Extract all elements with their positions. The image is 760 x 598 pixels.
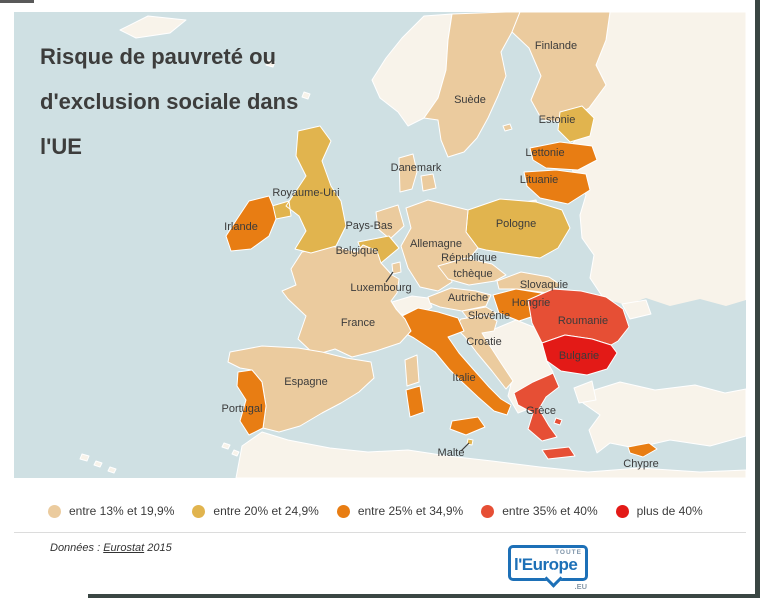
logo-eu-text: .EU: [574, 582, 587, 591]
country-ee: [557, 105, 595, 143]
legend-dot-20-24: [192, 504, 206, 518]
pointer-line: [385, 271, 394, 283]
iceland-shape: [119, 15, 187, 39]
country-gr: [513, 372, 576, 460]
legend-dot-25-34: [336, 504, 350, 518]
country-at: [427, 287, 492, 312]
europe-map: Suède Finlande Estonie Lettonie Lituanie Dane…: [14, 12, 746, 478]
north-africa-shape: [235, 431, 746, 478]
legend-label: entre 13% et 19,9%: [69, 504, 175, 518]
atlantic-islands-shape: [79, 453, 117, 474]
corsica-shape: [404, 354, 420, 387]
country-lv: [529, 141, 598, 171]
legend-item: entre 35% et 40%: [481, 504, 598, 518]
legend-label: plus de 40%: [636, 504, 703, 518]
legend-label: entre 20% et 24,9%: [213, 504, 319, 518]
source-prefix: Données :: [50, 542, 101, 554]
logo-europe-text: l'Europe: [514, 555, 578, 574]
map-title-line3: l'UE: [40, 134, 82, 159]
logo-toute-text: TOUTE: [555, 549, 582, 556]
country-bg: [541, 334, 618, 376]
legend-item: entre 13% et 19,9%: [48, 504, 174, 518]
window-bottom-border: [88, 594, 760, 598]
country-pt: [236, 369, 267, 436]
country-dk: [398, 153, 437, 193]
black-sea: [602, 298, 746, 390]
source-text: Données : Eurostat 2015: [50, 542, 172, 554]
crimea-shape: [621, 299, 652, 320]
divider-line: [14, 532, 746, 533]
legend-dot-40plus: [615, 504, 629, 518]
country-it: [396, 307, 512, 436]
country-lt: [523, 169, 591, 205]
country-lu: [391, 261, 402, 275]
legend-item: plus de 40%: [615, 504, 703, 518]
eurostat-link[interactable]: Eurostat: [103, 542, 145, 554]
legend-dot-35-40: [481, 504, 495, 518]
window-right-border: [755, 0, 760, 598]
faroe-islands-shape: [265, 59, 276, 68]
turkey-thrace-shape: [573, 380, 597, 404]
toute-europe-logo[interactable]: TOUTE l'Europe .EU: [508, 545, 588, 591]
madeira-shape: [221, 442, 240, 457]
legend-item: entre 20% et 24,9%: [192, 504, 319, 518]
legend-dot-13-19: [48, 504, 61, 518]
country-ie: [225, 195, 277, 252]
source-year: 2015: [147, 542, 172, 554]
legend-label: entre 25% et 34,9%: [357, 504, 464, 518]
legend-item: entre 25% et 34,9%: [336, 504, 464, 518]
country-fr: [281, 244, 412, 358]
country-cy: [627, 442, 658, 458]
gotland-shape: [502, 123, 513, 132]
map-title-line1: Risque de pauvreté ou: [40, 44, 276, 69]
legend-label: entre 35% et 40%: [502, 504, 598, 518]
turkey-shape: [582, 381, 746, 454]
shetland-shape: [301, 91, 311, 100]
country-cz: [437, 257, 507, 286]
window-edge-dash: [0, 0, 34, 3]
country-pl: [465, 198, 571, 259]
country-nl: [375, 204, 405, 240]
map-title-line2: d'exclusion sociale dans: [40, 89, 299, 114]
country-hr: [454, 314, 514, 390]
legend: entre 13% et 19,9% entre 20% et 24,9% en…: [48, 504, 721, 518]
map-title: Risque de pauvreté ou d'exclusion social…: [40, 34, 320, 169]
pointer-line: [460, 442, 470, 452]
